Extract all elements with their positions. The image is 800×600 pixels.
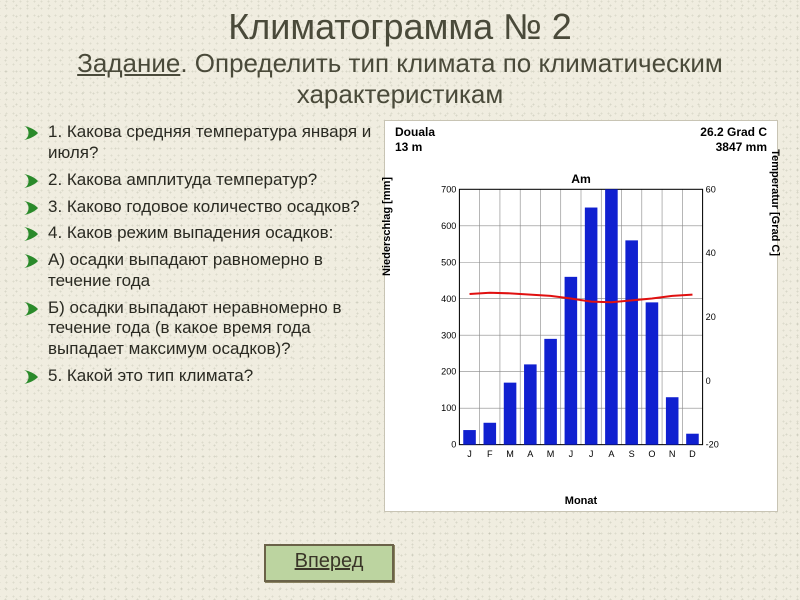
list-item: 1. Какова средняя температура января и и… bbox=[22, 122, 372, 163]
subtitle-underlined: Задание bbox=[77, 48, 180, 78]
svg-text:J: J bbox=[589, 449, 594, 459]
svg-text:J: J bbox=[569, 449, 574, 459]
svg-text:0: 0 bbox=[706, 376, 711, 386]
list-item: 5. Какой это тип климата? bbox=[22, 366, 372, 387]
list-item: Б) осадки выпадают неравномерно в течени… bbox=[22, 298, 372, 360]
annual-precip: 3847 mm bbox=[716, 140, 767, 154]
bullet-icon bbox=[22, 368, 40, 386]
svg-text:A: A bbox=[608, 449, 615, 459]
slide-content: Климатограмма № 2 Задание. Определить ти… bbox=[0, 0, 800, 512]
question-text: 2. Какова амплитуда температур? bbox=[48, 170, 317, 191]
x-axis-title: Monat bbox=[565, 495, 597, 507]
climograph-chart: Douala 13 m 26.2 Grad C 3847 mm Niedersc… bbox=[384, 120, 778, 512]
mean-temp: 26.2 Grad C bbox=[700, 125, 767, 139]
svg-text:A: A bbox=[527, 449, 534, 459]
list-item: А) осадки выпадают равномерно в течение … bbox=[22, 250, 372, 291]
svg-text:M: M bbox=[547, 449, 555, 459]
question-text: 5. Какой это тип климата? bbox=[48, 366, 253, 387]
svg-text:500: 500 bbox=[441, 258, 456, 268]
list-item: 3. Каково годовое количество осадков? bbox=[22, 197, 372, 218]
next-button[interactable]: Вперед bbox=[264, 544, 394, 582]
svg-text:N: N bbox=[669, 449, 676, 459]
svg-text:700: 700 bbox=[441, 185, 456, 195]
svg-text:0: 0 bbox=[451, 440, 456, 450]
question-text: А) осадки выпадают равномерно в течение … bbox=[48, 250, 372, 291]
questions-list: 1. Какова средняя температура января и и… bbox=[22, 120, 372, 512]
question-text: 3. Каково годовое количество осадков? bbox=[48, 197, 360, 218]
subtitle-rest: . Определить тип климата по климатически… bbox=[180, 48, 723, 109]
question-text: 1. Какова средняя температура января и и… bbox=[48, 122, 372, 163]
svg-text:F: F bbox=[487, 449, 493, 459]
svg-text:600: 600 bbox=[441, 221, 456, 231]
bullet-icon bbox=[22, 172, 40, 190]
svg-text:20: 20 bbox=[706, 312, 716, 322]
svg-text:-20: -20 bbox=[706, 440, 719, 450]
station-alt: 13 m bbox=[395, 140, 422, 154]
svg-text:O: O bbox=[648, 449, 655, 459]
bullet-icon bbox=[22, 252, 40, 270]
station-summary: 26.2 Grad C 3847 mm bbox=[700, 125, 767, 154]
page-subtitle: Задание. Определить тип климата по клима… bbox=[22, 48, 778, 110]
svg-text:300: 300 bbox=[441, 331, 456, 341]
svg-text:200: 200 bbox=[441, 367, 456, 377]
list-item: 2. Какова амплитуда температур? bbox=[22, 170, 372, 191]
svg-text:D: D bbox=[689, 449, 696, 459]
plot-area: 0 100 200 300 400 500 600 700 -20 0 20 40 60 Am J F M A M J… bbox=[429, 167, 733, 471]
station-name: Douala bbox=[395, 125, 435, 139]
page-title: Климатограмма № 2 bbox=[22, 6, 778, 48]
y-right-title: Temperatur [Grad C] bbox=[769, 150, 781, 257]
svg-text:Am: Am bbox=[571, 173, 591, 187]
question-text: Б) осадки выпадают неравномерно в течени… bbox=[48, 298, 372, 360]
bullet-icon bbox=[22, 199, 40, 217]
y-left-title: Niederschlag [mm] bbox=[381, 177, 393, 276]
bullet-icon bbox=[22, 300, 40, 318]
svg-text:40: 40 bbox=[706, 249, 716, 259]
question-text: 4. Каков режим выпадения осадков: bbox=[48, 223, 333, 244]
bullet-icon bbox=[22, 225, 40, 243]
station-header: Douala 13 m bbox=[395, 125, 435, 154]
svg-text:M: M bbox=[506, 449, 514, 459]
svg-text:J: J bbox=[467, 449, 472, 459]
svg-text:100: 100 bbox=[441, 404, 456, 414]
svg-text:S: S bbox=[629, 449, 635, 459]
list-item: 4. Каков режим выпадения осадков: bbox=[22, 223, 372, 244]
next-button-label: Вперед bbox=[295, 550, 364, 572]
svg-text:60: 60 bbox=[706, 185, 716, 195]
bullet-icon bbox=[22, 124, 40, 142]
svg-text:400: 400 bbox=[441, 294, 456, 304]
